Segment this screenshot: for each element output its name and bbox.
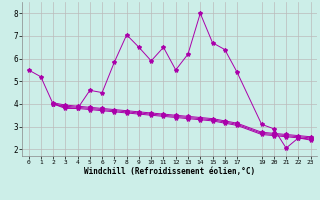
X-axis label: Windchill (Refroidissement éolien,°C): Windchill (Refroidissement éolien,°C) [84, 167, 255, 176]
